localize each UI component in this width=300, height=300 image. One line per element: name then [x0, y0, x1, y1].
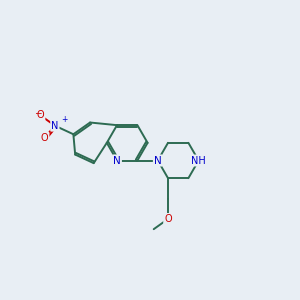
Text: +: + [61, 115, 68, 124]
Text: O: O [164, 214, 172, 224]
Text: O: O [37, 110, 44, 121]
Text: N: N [113, 155, 121, 166]
Text: N: N [154, 155, 162, 166]
Text: NH: NH [191, 155, 206, 166]
Text: −: − [34, 108, 41, 117]
Text: O: O [41, 133, 49, 143]
Text: N: N [51, 121, 58, 131]
